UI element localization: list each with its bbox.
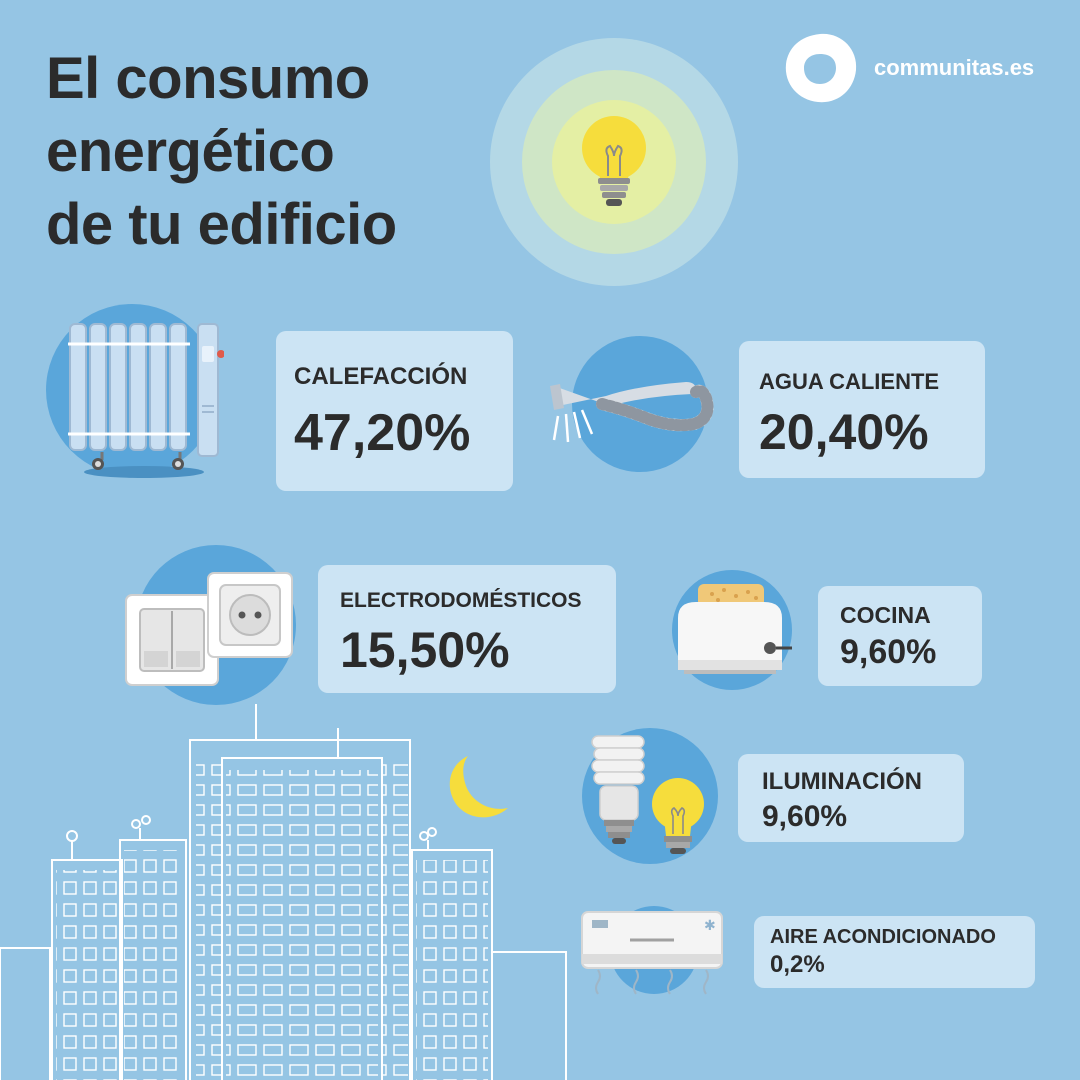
air-conditioner-icon: ✱ [581, 906, 723, 995]
title-line-1: El consumo [46, 46, 370, 111]
card-value: 20,40% [759, 404, 929, 460]
card-cocina: COCINA 9,60% [818, 586, 982, 686]
hero-light-bulb-icon [490, 38, 738, 286]
city-skyline-illustration [0, 704, 567, 1080]
svg-text:✱: ✱ [704, 918, 716, 934]
card-electrodomesticos: ELECTRODOMÉSTICOS 15,50% [318, 565, 616, 693]
card-value: 47,20% [294, 404, 471, 462]
brand-name: communitas.es [874, 55, 1035, 80]
card-label: COCINA [840, 602, 931, 628]
card-value: 15,50% [340, 622, 510, 678]
title-line-2: energético [46, 119, 335, 184]
light-bulbs-icon [582, 728, 718, 864]
card-value: 9,60% [762, 800, 848, 833]
page-title: El consumo energético de tu edificio [46, 42, 397, 261]
shower-head-icon [550, 336, 714, 472]
card-label: AGUA CALIENTE [759, 369, 940, 394]
card-calefaccion: CALEFACCIÓN 47,20% [276, 331, 513, 491]
card-label: ILUMINACIÓN [762, 768, 922, 795]
card-value: 0,2% [770, 951, 825, 978]
title-line-3: de tu edificio [46, 192, 397, 257]
card-label: CALEFACCIÓN [294, 363, 468, 390]
card-value: 9,60% [840, 633, 937, 671]
card-label: ELECTRODOMÉSTICOS [340, 589, 582, 612]
brand[interactable]: communitas.es [780, 28, 1034, 108]
moon-icon [449, 756, 508, 818]
ring-logo-icon [785, 33, 857, 103]
card-label: AIRE ACONDICIONADO [770, 926, 996, 948]
card-aire-acondicionado: AIRE ACONDICIONADO 0,2% [754, 916, 1035, 988]
card-agua-caliente: AGUA CALIENTE 20,40% [739, 341, 985, 478]
card-iluminacion: ILUMINACIÓN 9,60% [738, 754, 964, 842]
power-socket-icon [125, 545, 296, 705]
radiator-icon [46, 304, 224, 478]
toaster-icon [672, 570, 792, 690]
